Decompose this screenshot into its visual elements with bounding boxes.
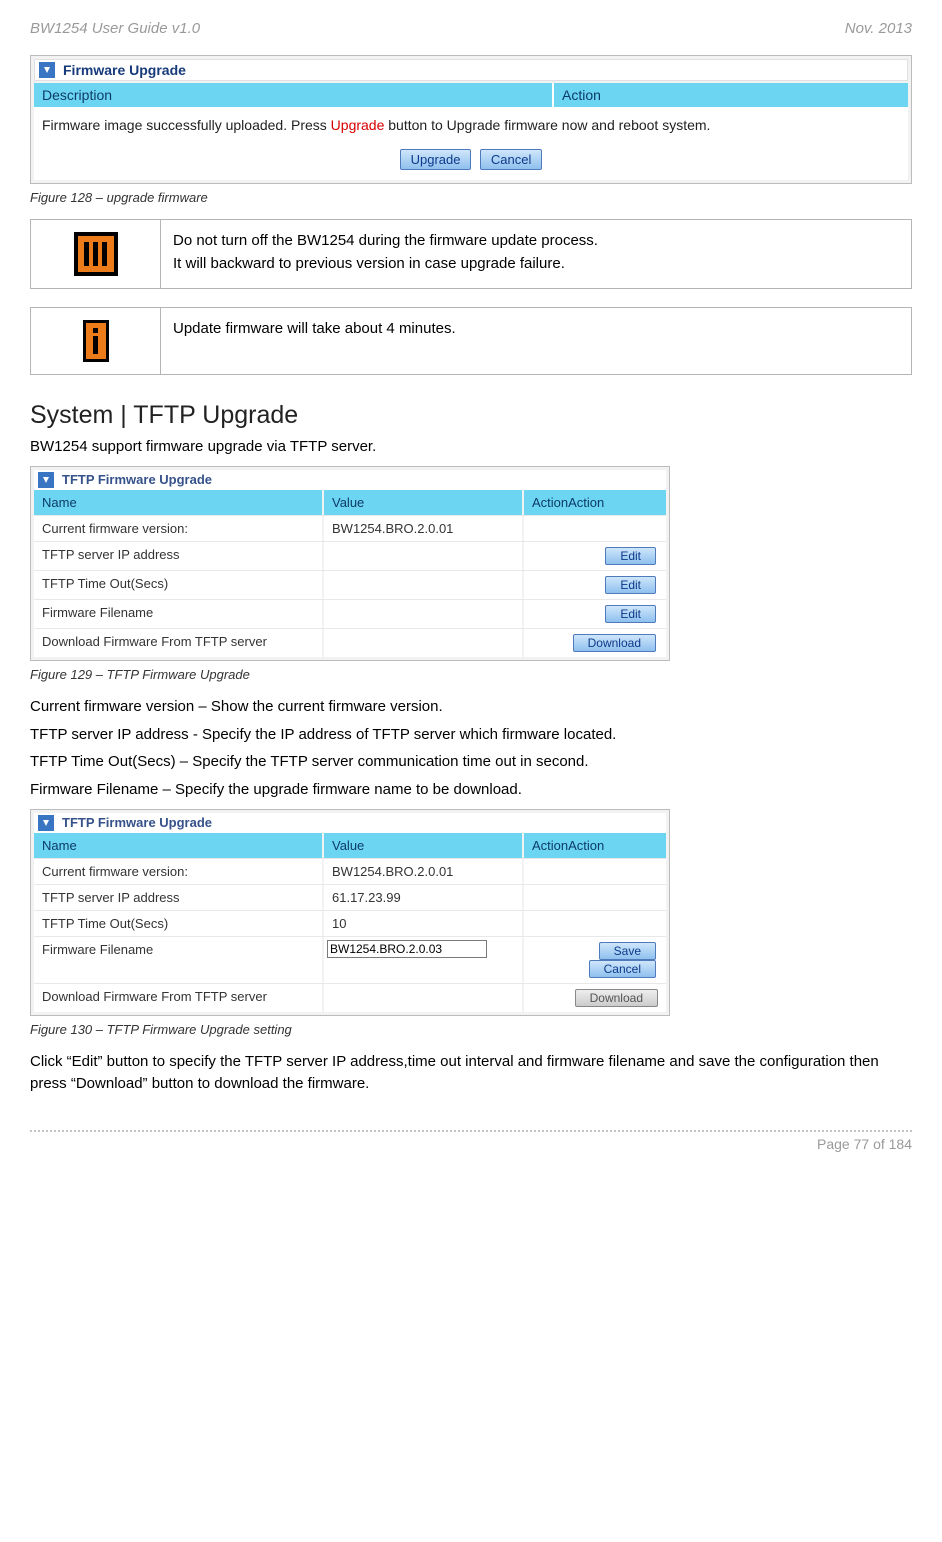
info-text: Update firmware will take about 4 minute…: [161, 308, 911, 374]
cancel-button[interactable]: Cancel: [589, 960, 656, 978]
warning-icon: [74, 232, 118, 276]
firmware-filename-input[interactable]: [327, 940, 487, 958]
warning-callout: Do not turn off the BW1254 during the fi…: [30, 219, 912, 289]
collapse-arrow-icon[interactable]: [38, 815, 54, 831]
download-button[interactable]: Download: [573, 634, 656, 652]
col-description: Description: [34, 83, 554, 107]
save-button[interactable]: Save: [599, 942, 656, 960]
figure-130-caption: Figure 130 – TFTP Firmware Upgrade setti…: [30, 1022, 912, 1037]
table-row-label: TFTP server IP address: [34, 542, 324, 570]
table-row-value: 61.17.23.99: [324, 885, 524, 910]
col-value: Value: [324, 833, 524, 858]
col-action: ActionAction: [524, 490, 666, 515]
msg-highlight: Upgrade: [331, 117, 385, 133]
desc-tftp-ip: TFTP server IP address - Specify the IP …: [30, 724, 912, 746]
desc-fw-filename: Firmware Filename – Specify the upgrade …: [30, 779, 912, 801]
cancel-button[interactable]: Cancel: [480, 149, 542, 170]
table-row-value: [324, 600, 524, 628]
table-row-value: 10: [324, 911, 524, 936]
collapse-arrow-icon[interactable]: [38, 472, 54, 488]
doc-date: Nov. 2013: [845, 20, 912, 37]
info-callout: Update firmware will take about 4 minute…: [30, 307, 912, 375]
panel-title: TFTP Firmware Upgrade: [62, 815, 212, 830]
col-name: Name: [34, 490, 324, 515]
warning-line-2: It will backward to previous version in …: [173, 253, 899, 276]
table-row-label: Firmware Filename: [34, 937, 324, 983]
table-row-label: TFTP Time Out(Secs): [34, 571, 324, 599]
download-button-disabled: Download: [575, 989, 658, 1007]
section-heading: System | TFTP Upgrade: [30, 401, 912, 430]
tftp-table-2: TFTP Firmware Upgrade Name Value ActionA…: [30, 809, 670, 1016]
doc-title: BW1254 User Guide v1.0: [30, 20, 200, 37]
upgrade-button[interactable]: Upgrade: [400, 149, 472, 170]
desc-tftp-timeout: TFTP Time Out(Secs) – Specify the TFTP s…: [30, 751, 912, 773]
table-row-value: [324, 629, 524, 657]
panel-title: Firmware Upgrade: [63, 62, 186, 78]
table-row-label: Firmware Filename: [34, 600, 324, 628]
warning-line-1: Do not turn off the BW1254 during the fi…: [173, 230, 899, 253]
firmware-upgrade-panel: Firmware Upgrade Description Action Firm…: [30, 55, 912, 184]
info-icon: [83, 320, 109, 362]
figure-128-caption: Figure 128 – upgrade firmware: [30, 190, 912, 205]
col-action: ActionAction: [524, 833, 666, 858]
table-row-value: [324, 571, 524, 599]
panel-header: Firmware Upgrade: [34, 59, 908, 81]
edit-button[interactable]: Edit: [605, 576, 656, 594]
table-row-value: BW1254.BRO.2.0.01: [324, 516, 524, 541]
closing-text: Click “Edit” button to specify the TFTP …: [30, 1051, 912, 1095]
table-row-label: Download Firmware From TFTP server: [34, 629, 324, 657]
col-value: Value: [324, 490, 524, 515]
table-row-label: TFTP Time Out(Secs): [34, 911, 324, 936]
msg-pre: Firmware image successfully uploaded. Pr…: [42, 117, 331, 133]
panel-title: TFTP Firmware Upgrade: [62, 472, 212, 487]
edit-button[interactable]: Edit: [605, 547, 656, 565]
table-row-value: [324, 542, 524, 570]
figure-129-caption: Figure 129 – TFTP Firmware Upgrade: [30, 667, 912, 682]
edit-button[interactable]: Edit: [605, 605, 656, 623]
section-intro: BW1254 support firmware upgrade via TFTP…: [30, 436, 912, 458]
upload-message: Firmware image successfully uploaded. Pr…: [34, 107, 908, 141]
table-row-label: Download Firmware From TFTP server: [34, 984, 324, 1012]
table-row-value: BW1254.BRO.2.0.01: [324, 859, 524, 884]
collapse-arrow-icon[interactable]: [39, 62, 55, 78]
table-row-label: Current firmware version:: [34, 859, 324, 884]
table-row-label: TFTP server IP address: [34, 885, 324, 910]
tftp-table-1: TFTP Firmware Upgrade Name Value ActionA…: [30, 466, 670, 661]
msg-post: button to Upgrade firmware now and reboo…: [384, 117, 710, 133]
desc-current-fw: Current firmware version – Show the curr…: [30, 696, 912, 718]
page-footer: Page 77 of 184: [30, 1124, 912, 1152]
col-name: Name: [34, 833, 324, 858]
col-action: Action: [554, 83, 908, 107]
table-row-label: Current firmware version:: [34, 516, 324, 541]
